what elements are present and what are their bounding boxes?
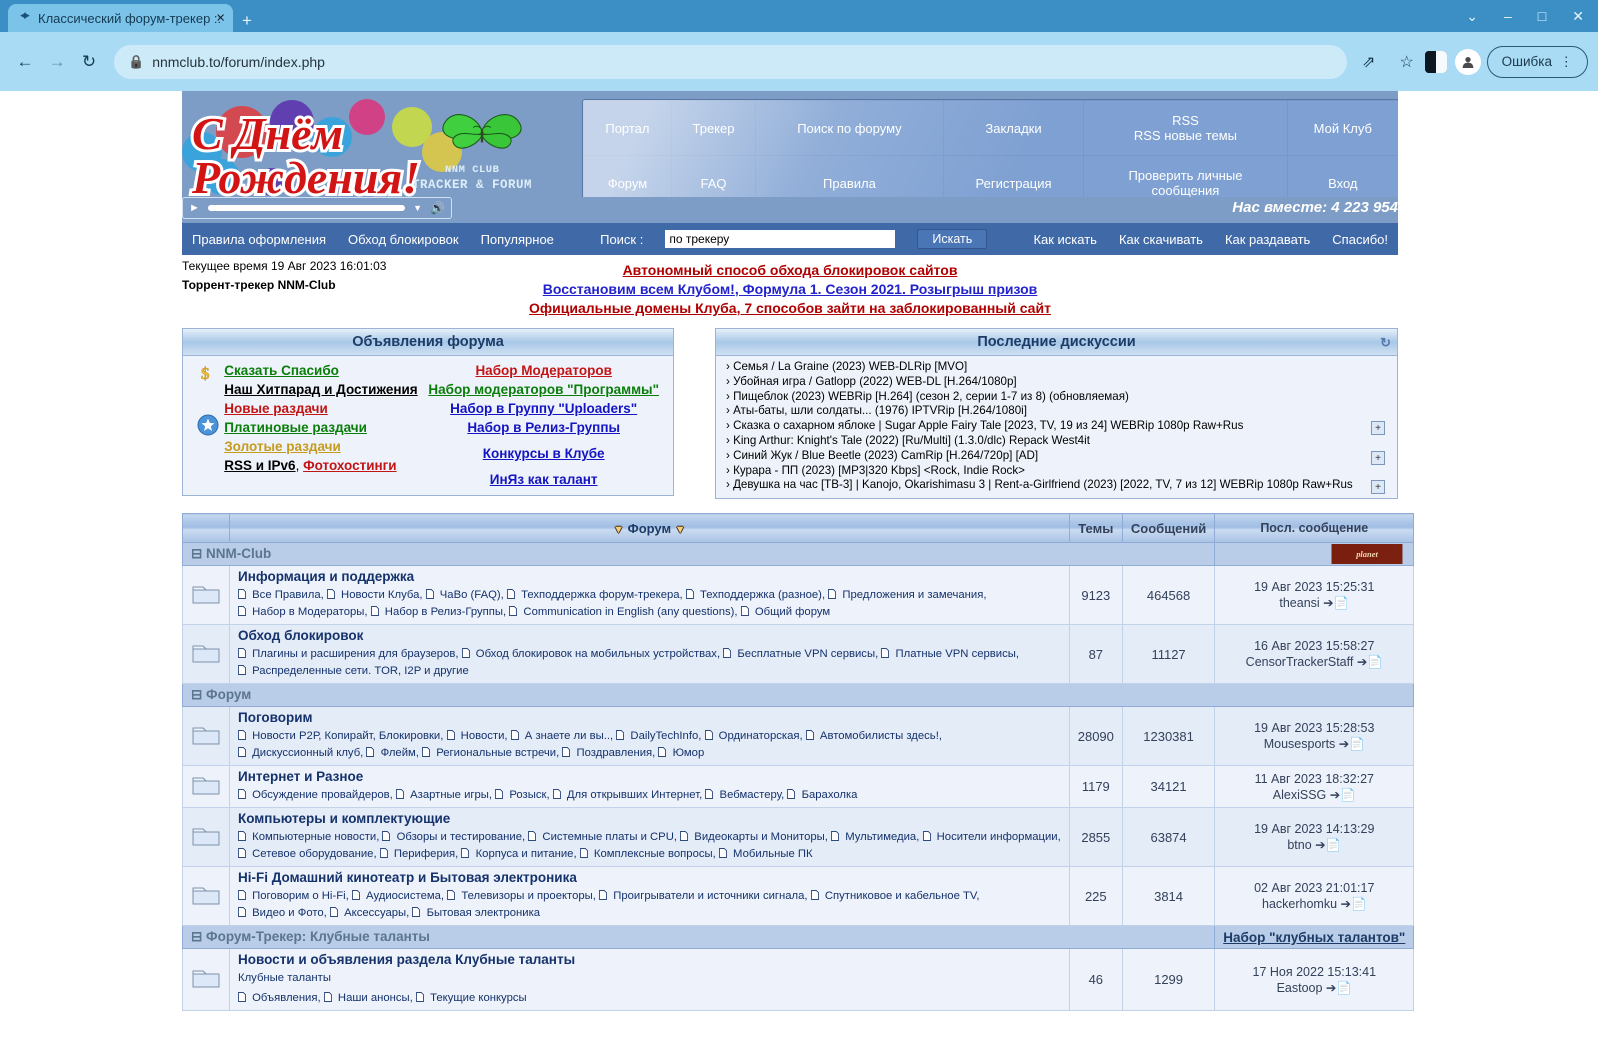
- svg-text:NNM CLUB: NNM CLUB: [445, 164, 500, 176]
- svg-text:$: $: [201, 364, 210, 383]
- svg-text:planet: planet: [1356, 549, 1379, 559]
- svg-text:TRACKER & FORUM: TRACKER & FORUM: [412, 178, 532, 192]
- svg-text:Рождения!: Рождения!: [191, 152, 420, 197]
